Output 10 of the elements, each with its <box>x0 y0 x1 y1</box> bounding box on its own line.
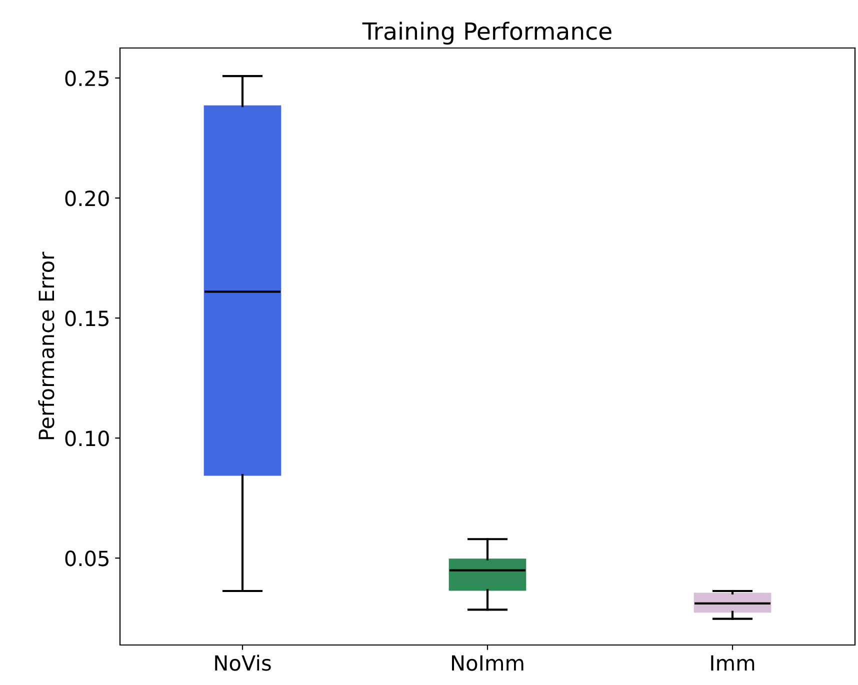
x-tick-label: NoVis <box>215 654 271 671</box>
y-tick-label: 0.25 <box>65 70 108 86</box>
chart-title: Training Performance <box>362 22 612 45</box>
x-tick-label: Imm <box>711 655 754 671</box>
y-axis-title: Performance Error <box>38 252 54 440</box>
y-tick-label: 0.15 <box>65 310 108 326</box>
y-tick-label: 0.20 <box>65 190 109 206</box>
y-tick-label: 0.10 <box>65 430 109 446</box>
x-tick-label: NoImm <box>452 655 524 671</box>
y-tick-label: 0.05 <box>65 550 108 566</box>
